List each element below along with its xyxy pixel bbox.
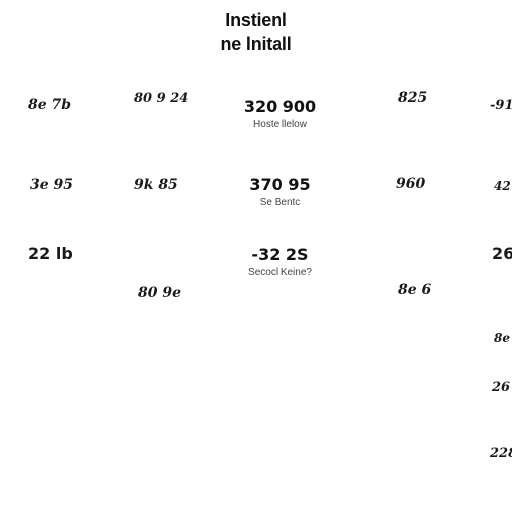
right-column-value-2: 26 (492, 380, 511, 395)
right-column-value-3: 228 (490, 446, 512, 461)
row-2-center-cell: 370 95 Se Bentc (220, 176, 340, 209)
title-line-1: Instienl (225, 10, 287, 30)
row-2-col-2-value: 9k 85 (134, 177, 178, 193)
row-2-center-caption: Se Bentc (259, 197, 301, 208)
right-column-value-1: 8e (494, 331, 510, 345)
row-2-col-1-value: 3e 95 (30, 177, 74, 193)
row-3-center-value: -32 2S (251, 245, 309, 264)
row-1-col-2-value: 80 9 24 (134, 91, 189, 106)
row-1-col-5-value: -91 (490, 98, 512, 113)
page-title: Instienl ne lnitall (0, 8, 512, 56)
row-2-center-value: 370 95 (249, 175, 311, 194)
title-line-2: ne lnitall (220, 34, 292, 54)
row-3-center-caption: Secocl Keine? (248, 267, 312, 278)
row-1-center-cell: 320 900 Hoste llelow (220, 98, 340, 131)
row-3-col-2-value: 80 9e (138, 285, 182, 301)
row-1-col-1-value: 8e 7b (28, 97, 72, 113)
row-1-col-4-value: 825 (398, 90, 428, 106)
row-1-center-value: 320 900 (243, 97, 317, 116)
row-2-col-4-value: 960 (396, 176, 426, 192)
row-3-col-1-value: 22 lb (28, 244, 73, 263)
row-2-col-5-value: 42 (494, 179, 511, 193)
row-3-col-5-value: 26 (492, 244, 512, 263)
row-1-center-caption: Hoste llelow (253, 119, 307, 130)
row-3-center-cell: -32 2S Secocl Keine? (220, 246, 340, 279)
row-3-col-4-value: 8e 6 (398, 282, 432, 298)
